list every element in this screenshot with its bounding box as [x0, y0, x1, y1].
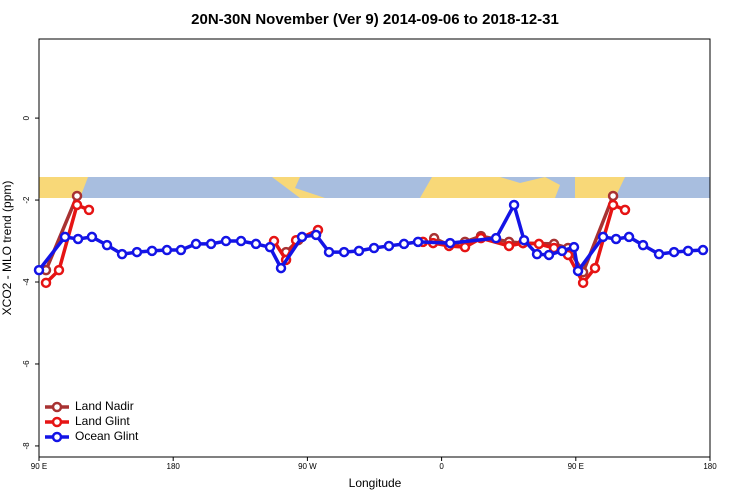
- y-tick-label: -2: [22, 196, 31, 204]
- x-tick-label: 90 W: [298, 462, 317, 471]
- point: [275, 262, 287, 274]
- point: [531, 248, 543, 260]
- point: [653, 248, 665, 260]
- point: [205, 238, 217, 250]
- x-tick-label: 180: [703, 462, 717, 471]
- point: [83, 204, 95, 216]
- point: [619, 204, 631, 216]
- x-tick-label: 90 E: [31, 462, 47, 471]
- point: [264, 241, 276, 253]
- point: [86, 231, 98, 243]
- point: [116, 248, 128, 260]
- x-axis-label: Longitude: [349, 476, 402, 490]
- point: [383, 240, 395, 252]
- y-tick-label: -8: [22, 442, 31, 450]
- point: [623, 231, 635, 243]
- point: [568, 241, 580, 253]
- point: [235, 235, 247, 247]
- x-tick-label: 90 E: [568, 462, 584, 471]
- point: [607, 190, 619, 202]
- point: [59, 231, 71, 243]
- point: [175, 244, 187, 256]
- point: [503, 240, 515, 252]
- point: [577, 277, 589, 289]
- point: [556, 245, 568, 257]
- point: [572, 265, 584, 277]
- point: [220, 235, 232, 247]
- point: [296, 231, 308, 243]
- legend-label: Land Glint: [75, 414, 130, 428]
- point: [190, 238, 202, 250]
- point: [412, 236, 424, 248]
- point: [250, 238, 262, 250]
- point: [161, 244, 173, 256]
- point: [597, 231, 609, 243]
- point: [610, 233, 622, 245]
- point: [444, 237, 456, 249]
- point: [518, 234, 530, 246]
- point: [398, 238, 410, 250]
- point: [368, 242, 380, 254]
- legend-label: Land Nadir: [75, 399, 134, 413]
- point: [323, 246, 335, 258]
- chart-title: 20N-30N November (Ver 9) 2014-09-06 to 2…: [191, 11, 559, 28]
- point: [146, 245, 158, 257]
- legend-marker: [51, 401, 63, 413]
- point: [490, 232, 502, 244]
- y-tick-label: -4: [22, 278, 31, 286]
- point: [668, 246, 680, 258]
- x-tick-label: 180: [167, 462, 181, 471]
- point: [637, 239, 649, 251]
- point: [353, 245, 365, 257]
- point: [607, 199, 619, 211]
- x-tick-label: 0: [439, 462, 444, 471]
- point: [101, 239, 113, 251]
- point: [697, 244, 709, 256]
- point: [131, 246, 143, 258]
- point: [72, 233, 84, 245]
- point: [589, 262, 601, 274]
- legend-label: Ocean Glint: [75, 429, 139, 443]
- point: [682, 245, 694, 257]
- y-tick-label: -6: [22, 360, 31, 368]
- legend-marker: [51, 416, 63, 428]
- point: [459, 241, 471, 253]
- point: [533, 238, 545, 250]
- point: [543, 249, 555, 261]
- point: [53, 264, 65, 276]
- point: [71, 190, 83, 202]
- point: [508, 199, 520, 211]
- point: [33, 264, 45, 276]
- point: [310, 229, 322, 241]
- point: [71, 199, 83, 211]
- series-line: [44, 195, 615, 274]
- y-axis-label: XCO2 - MLO trend (ppm): [0, 181, 14, 316]
- y-tick-label: 0: [22, 115, 31, 120]
- legend-marker: [51, 431, 63, 443]
- point: [40, 277, 52, 289]
- map-band: [39, 177, 710, 198]
- plot-frame: [38, 38, 711, 458]
- point: [338, 246, 350, 258]
